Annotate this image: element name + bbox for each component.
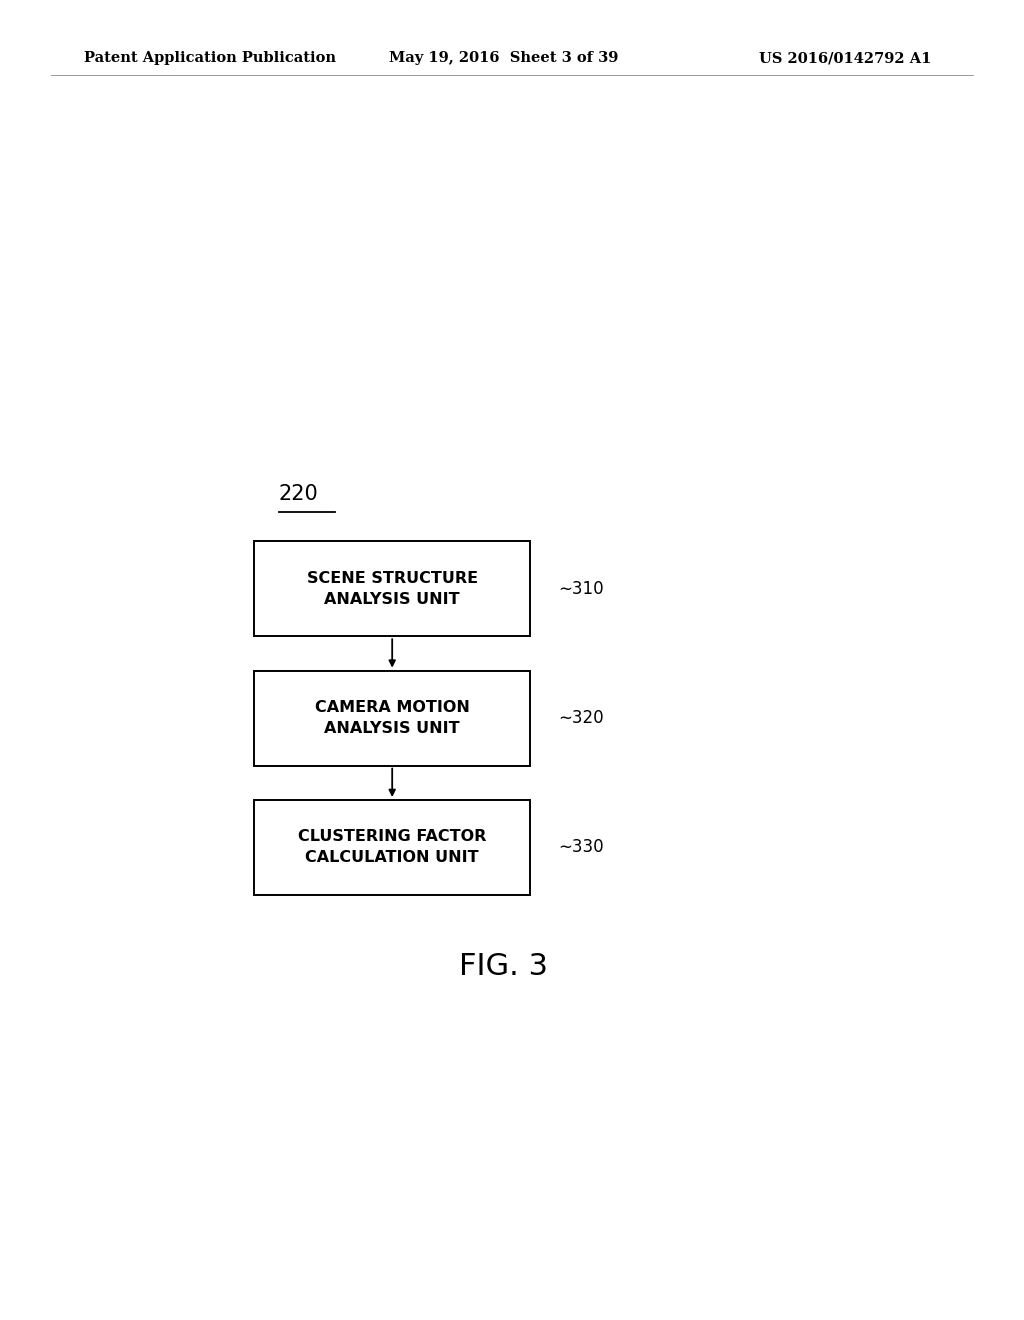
Bar [254,800,530,895]
Text: CLUSTERING FACTOR
CALCULATION UNIT: CLUSTERING FACTOR CALCULATION UNIT [298,829,486,866]
Bar [254,671,530,766]
Text: US 2016/0142792 A1: US 2016/0142792 A1 [760,51,932,65]
Text: 220: 220 [279,484,318,504]
Text: ∼320: ∼320 [558,709,604,727]
Text: Patent Application Publication: Patent Application Publication [84,51,336,65]
Text: SCENE STRUCTURE
ANALYSIS UNIT: SCENE STRUCTURE ANALYSIS UNIT [306,570,478,607]
Text: FIG. 3: FIG. 3 [460,952,548,981]
Text: ∼310: ∼310 [558,579,604,598]
Bar [254,541,530,636]
Text: May 19, 2016  Sheet 3 of 39: May 19, 2016 Sheet 3 of 39 [389,51,618,65]
Text: CAMERA MOTION
ANALYSIS UNIT: CAMERA MOTION ANALYSIS UNIT [314,700,470,737]
Text: ∼330: ∼330 [558,838,604,857]
